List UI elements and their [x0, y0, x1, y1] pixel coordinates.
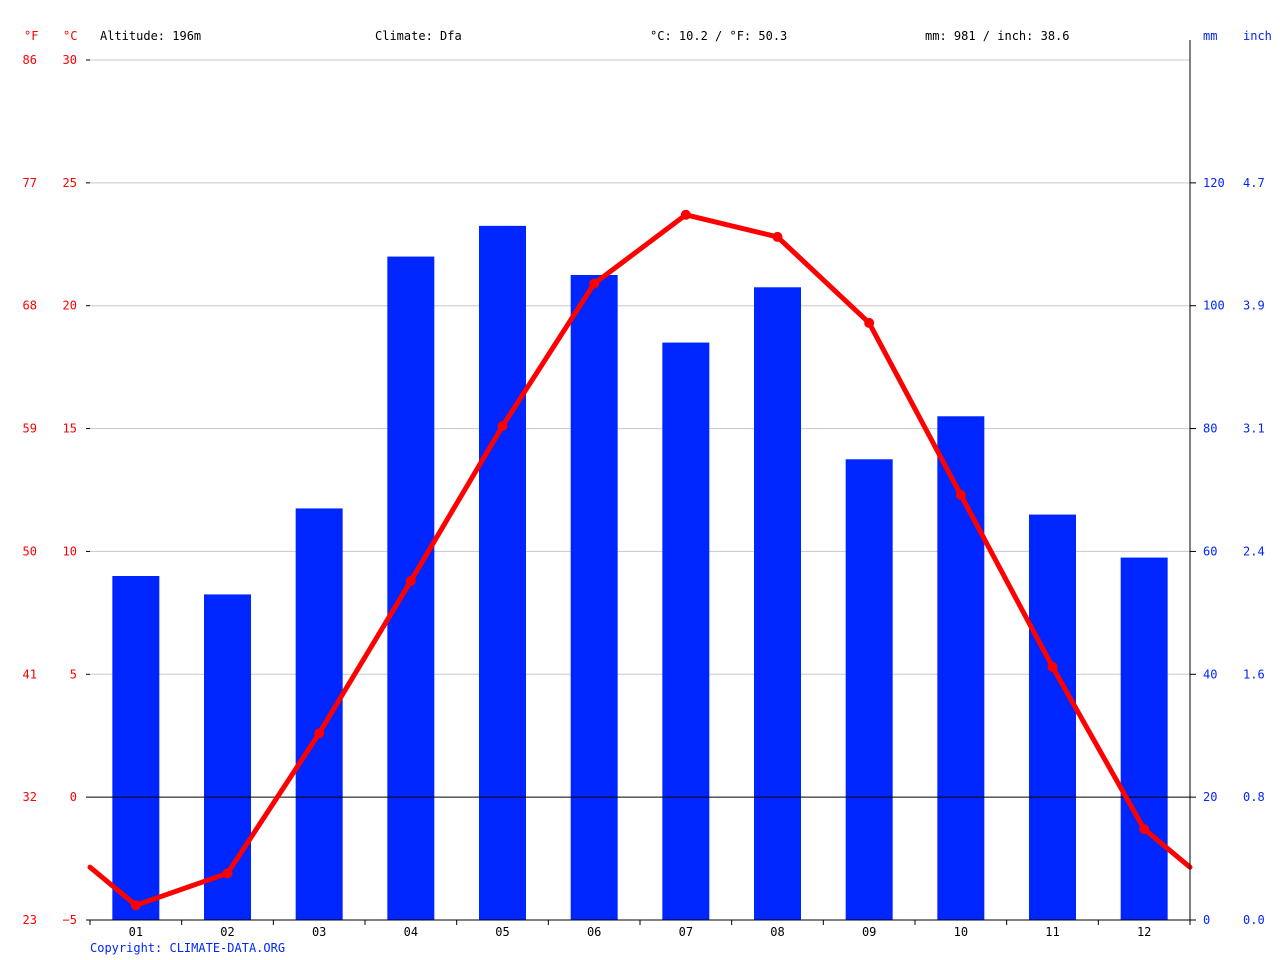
average-temperature-info: °C: 10.2 / °F: 50.3 [650, 29, 787, 43]
month-tick-label: 12 [1137, 925, 1151, 939]
precipitation-bar [662, 342, 710, 921]
temperature-point [405, 575, 416, 586]
inch-tick-label: 0.8 [1243, 790, 1265, 804]
celsius-tick-label: 25 [63, 176, 77, 190]
fahrenheit-tick-label: 23 [23, 913, 37, 927]
climate-info: Climate: Dfa [375, 29, 462, 43]
celsius-tick-label: 30 [63, 53, 77, 67]
mm-tick-label: 0 [1203, 913, 1210, 927]
inch-tick-label: 3.9 [1243, 299, 1265, 313]
copyright-text: Copyright: CLIMATE-DATA.ORG [90, 941, 285, 955]
temperature-line-layer [87, 209, 1193, 911]
precipitation-total-info: mm: 981 / inch: 38.6 [925, 29, 1070, 43]
temperature-point [680, 209, 691, 220]
temperature-line [87, 212, 1193, 908]
precipitation-bar [1029, 514, 1076, 920]
precipitation-bar [295, 508, 343, 920]
mm-tick-label: 20 [1203, 790, 1217, 804]
fahrenheit-tick-label: 68 [23, 299, 37, 313]
temperature-point [314, 728, 325, 739]
precipitation-bar [479, 225, 526, 920]
fahrenheit-tick-label: 59 [23, 422, 37, 436]
fahrenheit-tick-label: 50 [23, 544, 37, 558]
fahrenheit-unit-label: °F [24, 29, 38, 43]
inch-tick-label: 2.4 [1243, 544, 1265, 558]
precipitation-bar [204, 594, 251, 920]
inch-tick-label: 0.0 [1243, 913, 1265, 927]
celsius-unit-label: °C [63, 29, 77, 43]
mm-tick-label: 100 [1203, 299, 1225, 313]
celsius-tick-label: 10 [63, 544, 77, 558]
month-tick-label: 03 [312, 925, 326, 939]
month-tick-label: 09 [862, 925, 876, 939]
mm-tick-label: 60 [1203, 544, 1217, 558]
celsius-tick-label: 5 [70, 667, 77, 681]
celsius-tick-label: 15 [63, 422, 77, 436]
precipitation-bar [112, 576, 160, 920]
mm-tick-label: 120 [1203, 176, 1225, 190]
precipitation-bar [570, 275, 618, 920]
month-tick-label: 07 [679, 925, 693, 939]
celsius-tick-label: −5 [63, 913, 77, 927]
celsius-tick-label: 0 [70, 790, 77, 804]
temperature-point [772, 231, 783, 242]
inch-tick-label: 4.7 [1243, 176, 1265, 190]
inch-tick-label: 3.1 [1243, 422, 1265, 436]
altitude-info: Altitude: 196m [100, 29, 201, 43]
inch-unit-label: inch [1243, 29, 1272, 43]
temperature-point [864, 317, 875, 328]
axes [86, 40, 1196, 925]
mm-tick-label: 40 [1203, 667, 1217, 681]
gridlines [90, 59, 1190, 675]
temperature-point [955, 489, 966, 500]
temperature-point [130, 900, 141, 911]
month-tick-label: 05 [495, 925, 509, 939]
precipitation-bar [845, 459, 893, 920]
precipitation-bar [937, 416, 985, 920]
temperature-point [1047, 661, 1058, 672]
month-tick-label: 06 [587, 925, 601, 939]
month-tick-label: 02 [220, 925, 234, 939]
inch-tick-label: 1.6 [1243, 667, 1265, 681]
celsius-tick-label: 20 [63, 299, 77, 313]
month-tick-label: 08 [770, 925, 784, 939]
precipitation-bar [754, 287, 801, 920]
precipitation-bars [112, 225, 1168, 921]
month-tick-label: 11 [1045, 925, 1059, 939]
temperature-point [497, 421, 508, 432]
precipitation-bar [387, 256, 435, 921]
month-tick-label: 10 [954, 925, 968, 939]
month-tick-label: 01 [129, 925, 143, 939]
month-tick-label: 04 [404, 925, 418, 939]
fahrenheit-tick-label: 77 [23, 176, 37, 190]
temperature-point [589, 278, 600, 289]
fahrenheit-tick-label: 41 [23, 667, 37, 681]
temperature-point [1139, 824, 1150, 835]
mm-tick-label: 80 [1203, 422, 1217, 436]
fahrenheit-tick-label: 86 [23, 53, 37, 67]
temperature-point [222, 868, 233, 879]
precipitation-bar [1120, 557, 1168, 920]
fahrenheit-tick-label: 32 [23, 790, 37, 804]
mm-unit-label: mm [1203, 29, 1217, 43]
